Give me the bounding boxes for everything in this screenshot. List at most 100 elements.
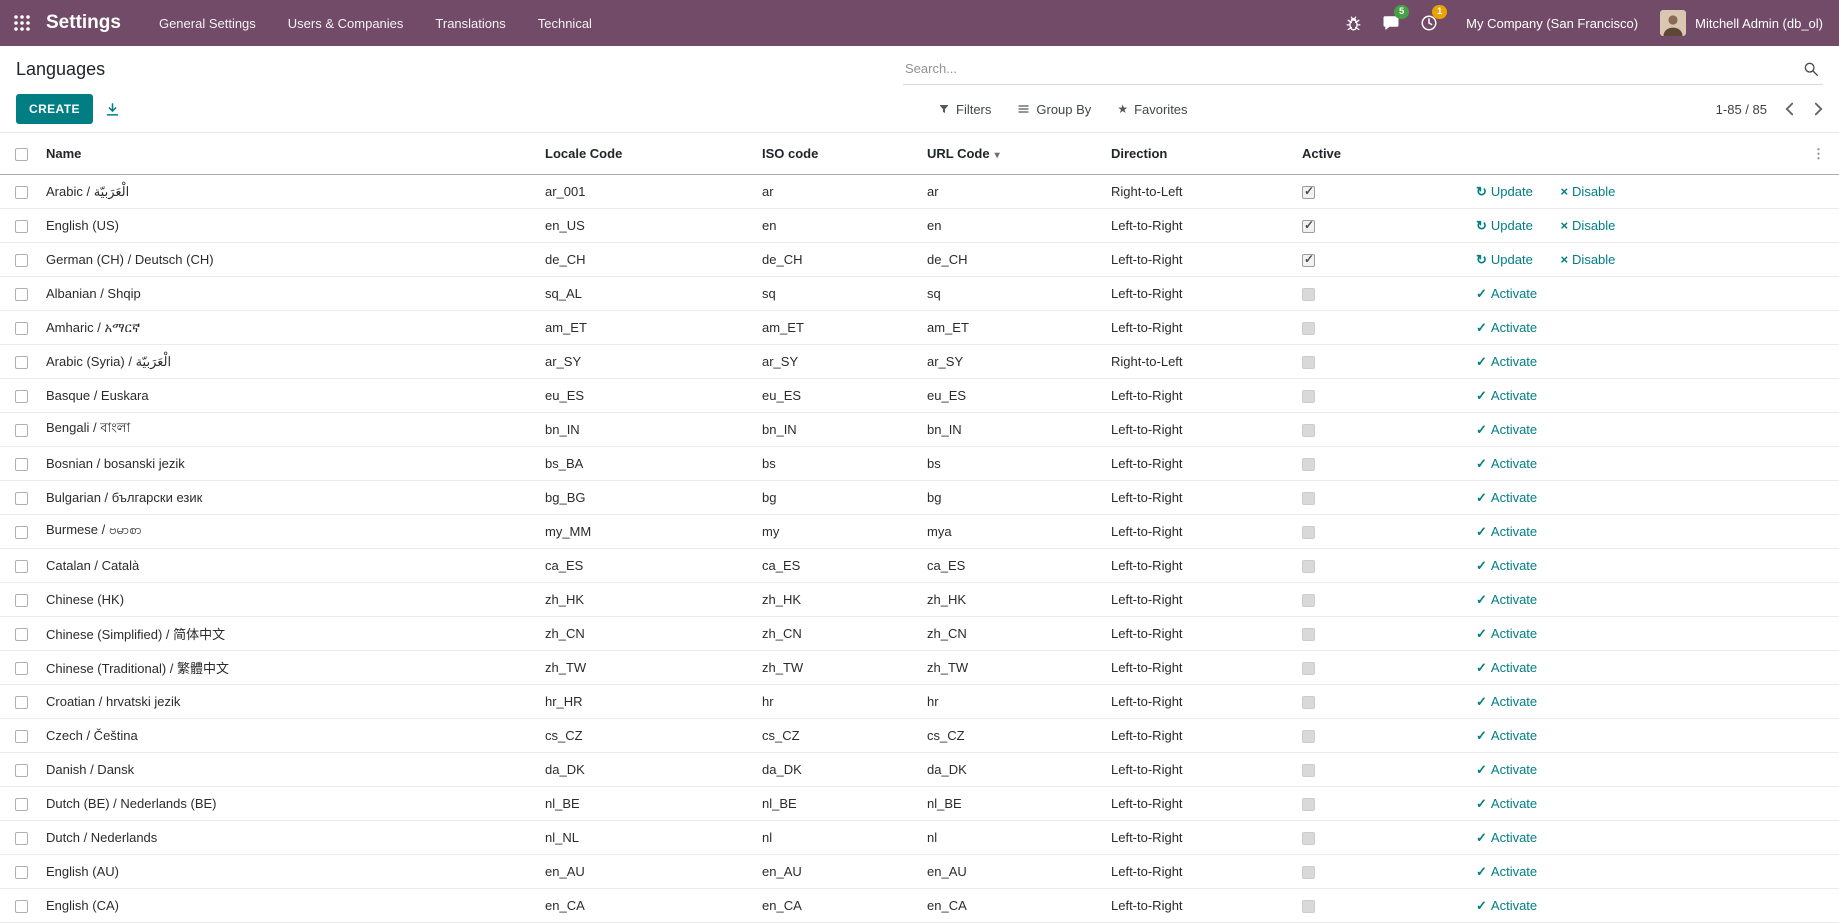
activate-button[interactable]: ✓ Activate <box>1476 625 1538 641</box>
table-row[interactable]: Croatian / hrvatski jezik hr_HR hr hr Le… <box>0 684 1839 719</box>
table-row[interactable]: Dutch (BE) / Nederlands (BE) nl_BE nl_BE… <box>0 786 1839 821</box>
table-row[interactable]: Arabic (Syria) / الْعَرَبيّة ar_SY ar_SY… <box>0 344 1839 379</box>
column-header-locale-code[interactable]: Locale Code <box>545 132 762 175</box>
messages-menu-button[interactable]: 5 <box>1372 0 1410 46</box>
row-checkbox[interactable] <box>15 662 28 676</box>
select-all-checkbox[interactable] <box>15 148 28 162</box>
pager-previous-button[interactable] <box>1783 100 1796 118</box>
group-by-button[interactable]: Group By <box>1017 102 1091 117</box>
activate-button[interactable]: ✓ Activate <box>1476 659 1538 675</box>
pager-next-button[interactable] <box>1812 100 1825 118</box>
row-checkbox[interactable] <box>15 594 28 608</box>
activate-button[interactable]: ✓ Activate <box>1476 319 1538 335</box>
create-button[interactable]: CREATE <box>16 94 93 124</box>
activate-button[interactable]: ✓ Activate <box>1476 727 1538 743</box>
pager-range[interactable]: 1-85 / 85 <box>1715 101 1767 117</box>
row-checkbox[interactable] <box>15 696 28 710</box>
table-row[interactable]: Dutch / Nederlands nl_NL nl nl Left-to-R… <box>0 820 1839 855</box>
menu-users-companies[interactable]: Users & Companies <box>287 15 404 31</box>
company-switcher[interactable]: My Company (San Francisco) <box>1466 15 1639 31</box>
row-checkbox[interactable] <box>15 798 28 812</box>
disable-button[interactable]: × Disable <box>1560 183 1616 199</box>
table-row[interactable]: Burmese / ဗမာစာ my_MM my mya Left-to-Rig… <box>0 514 1839 549</box>
row-checkbox[interactable] <box>15 730 28 744</box>
app-name[interactable]: Settings <box>46 12 121 33</box>
filters-button[interactable]: Filters <box>938 102 991 117</box>
activate-button[interactable]: ✓ Activate <box>1476 387 1538 403</box>
activate-button[interactable]: ✓ Activate <box>1476 693 1538 709</box>
row-checkbox[interactable] <box>15 832 28 846</box>
table-row[interactable]: Danish / Dansk da_DK da_DK da_DK Left-to… <box>0 752 1839 787</box>
table-row[interactable]: English (AU) en_AU en_AU en_AU Left-to-R… <box>0 854 1839 889</box>
activate-button[interactable]: ✓ Activate <box>1476 421 1538 437</box>
table-row[interactable]: Bosnian / bosanski jezik bs_BA bs bs Lef… <box>0 446 1839 481</box>
activate-button[interactable]: ✓ Activate <box>1476 489 1538 505</box>
activities-menu-button[interactable]: 1 <box>1410 0 1448 46</box>
language-name-cell: Dutch / Nederlands <box>46 820 545 855</box>
row-checkbox[interactable] <box>15 254 28 268</box>
row-checkbox[interactable] <box>15 492 28 506</box>
table-row[interactable]: German (CH) / Deutsch (CH) de_CH de_CH d… <box>0 242 1839 277</box>
column-header-direction[interactable]: Direction <box>1111 132 1302 175</box>
row-checkbox[interactable] <box>15 866 28 880</box>
row-checkbox[interactable] <box>15 764 28 778</box>
table-row[interactable]: Chinese (Simplified) / 简体中文 zh_CN zh_CN … <box>0 616 1839 651</box>
table-row[interactable]: Czech / Čeština cs_CZ cs_CZ cs_CZ Left-t… <box>0 718 1839 753</box>
update-button[interactable]: ↻ Update <box>1476 217 1533 233</box>
activate-button[interactable]: ✓ Activate <box>1476 557 1538 573</box>
column-header-url-code[interactable]: URL Code ▾ <box>927 132 1111 175</box>
table-row[interactable]: Chinese (Traditional) / 繁體中文 zh_TW zh_TW… <box>0 650 1839 685</box>
table-row[interactable]: Bulgarian / български език bg_BG bg bg L… <box>0 480 1839 515</box>
disable-button[interactable]: × Disable <box>1560 217 1616 233</box>
search-input[interactable] <box>903 60 1793 77</box>
row-checkbox[interactable] <box>15 288 28 302</box>
activate-button[interactable]: ✓ Activate <box>1476 353 1538 369</box>
actions-cell: ↻Update ×Disable ✓Activate <box>1476 684 1839 719</box>
row-checkbox[interactable] <box>15 356 28 370</box>
row-checkbox[interactable] <box>15 526 28 540</box>
menu-general-settings[interactable]: General Settings <box>158 15 256 31</box>
user-menu[interactable]: Mitchell Admin (db_ol) <box>1656 0 1839 46</box>
activate-button[interactable]: ✓ Activate <box>1476 761 1538 777</box>
row-checkbox[interactable] <box>15 900 28 914</box>
activate-button[interactable]: ✓ Activate <box>1476 591 1538 607</box>
table-row[interactable]: Catalan / Català ca_ES ca_ES ca_ES Left-… <box>0 548 1839 583</box>
activate-button[interactable]: ✓ Activate <box>1476 455 1538 471</box>
optional-columns-toggle[interactable]: ⋮ <box>1812 145 1825 161</box>
column-header-iso-code[interactable]: ISO code <box>762 132 927 175</box>
row-checkbox[interactable] <box>15 390 28 404</box>
row-checkbox[interactable] <box>15 322 28 336</box>
table-row[interactable]: Chinese (HK) zh_HK zh_HK zh_HK Left-to-R… <box>0 582 1839 617</box>
debug-menu-button[interactable] <box>1334 0 1372 46</box>
row-checkbox[interactable] <box>15 220 28 234</box>
apps-menu-button[interactable] <box>0 0 44 46</box>
column-header-name[interactable]: Name <box>46 132 545 175</box>
disable-button[interactable]: × Disable <box>1560 251 1616 267</box>
update-button[interactable]: ↻ Update <box>1476 251 1533 267</box>
row-checkbox[interactable] <box>15 458 28 472</box>
activate-button[interactable]: ✓ Activate <box>1476 795 1538 811</box>
activate-button[interactable]: ✓ Activate <box>1476 863 1538 879</box>
column-header-active[interactable]: Active <box>1302 132 1476 175</box>
table-row[interactable]: Bengali / বাংলা bn_IN bn_IN bn_IN Left-t… <box>0 412 1839 447</box>
table-row[interactable]: Arabic / الْعَرَبيّة ar_001 ar ar Right-… <box>0 174 1839 209</box>
menu-technical[interactable]: Technical <box>537 15 592 31</box>
table-row[interactable]: English (CA) en_CA en_CA en_CA Left-to-R… <box>0 888 1839 923</box>
export-button[interactable] <box>105 102 120 117</box>
row-checkbox[interactable] <box>15 628 28 642</box>
table-row[interactable]: Albanian / Shqip sq_AL sq sq Left-to-Rig… <box>0 276 1839 311</box>
activate-button[interactable]: ✓ Activate <box>1476 285 1538 301</box>
table-row[interactable]: Basque / Euskara eu_ES eu_ES eu_ES Left-… <box>0 378 1839 413</box>
row-checkbox[interactable] <box>15 424 28 438</box>
activate-button[interactable]: ✓ Activate <box>1476 897 1538 913</box>
row-checkbox[interactable] <box>15 560 28 574</box>
row-checkbox[interactable] <box>15 186 28 200</box>
table-row[interactable]: English (US) en_US en en Left-to-Right ↻… <box>0 208 1839 243</box>
search-button[interactable] <box>1799 61 1823 77</box>
activate-button[interactable]: ✓ Activate <box>1476 523 1538 539</box>
update-button[interactable]: ↻ Update <box>1476 183 1533 199</box>
table-row[interactable]: Amharic / አማርኛ am_ET am_ET am_ET Left-to… <box>0 310 1839 345</box>
menu-translations[interactable]: Translations <box>435 15 506 31</box>
activate-button[interactable]: ✓ Activate <box>1476 829 1538 845</box>
favorites-button[interactable]: ★ Favorites <box>1117 102 1187 117</box>
